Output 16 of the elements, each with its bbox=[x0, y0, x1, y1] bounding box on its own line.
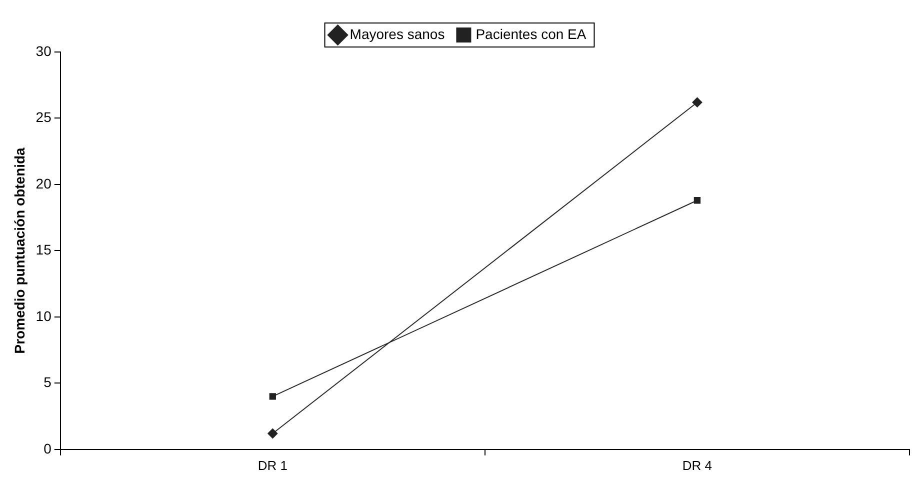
point bbox=[694, 197, 701, 204]
y-tick-label: 0 bbox=[44, 440, 52, 456]
x-tick-label: DR 4 bbox=[682, 458, 712, 473]
y-tick-label: 25 bbox=[36, 109, 52, 126]
y-tick-label: 5 bbox=[44, 374, 52, 390]
point bbox=[269, 393, 276, 400]
legend-label: Pacientes con EA bbox=[476, 26, 587, 42]
y-axis-title: Promedio puntuación obtenida bbox=[11, 147, 28, 354]
point bbox=[268, 428, 278, 439]
y-tick-label: 15 bbox=[36, 242, 52, 258]
point bbox=[692, 97, 702, 108]
y-tick-label: 20 bbox=[36, 175, 52, 192]
x-tick-label: DR 1 bbox=[258, 458, 288, 473]
y-tick-label: 30 bbox=[36, 42, 52, 59]
legend-label: Mayores sanos bbox=[350, 26, 445, 42]
y-tick-label: 10 bbox=[36, 308, 52, 324]
